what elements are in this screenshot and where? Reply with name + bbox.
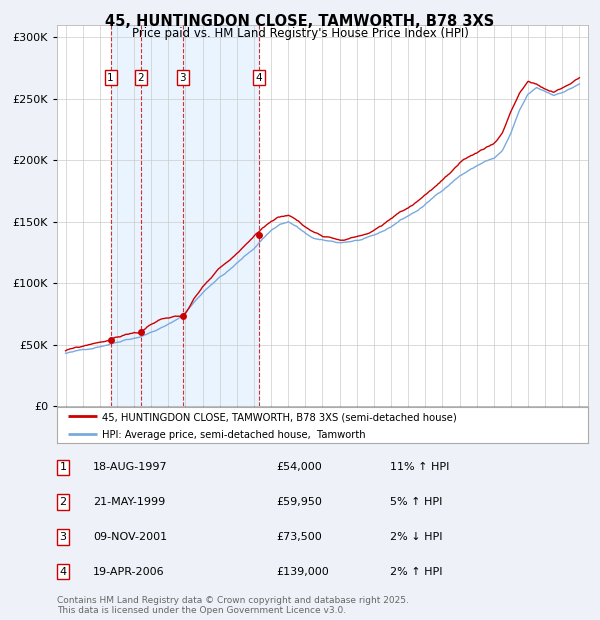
Text: 1: 1 (107, 73, 114, 82)
Text: 09-NOV-2001: 09-NOV-2001 (93, 532, 167, 542)
Text: 4: 4 (59, 567, 67, 577)
Text: HPI: Average price, semi-detached house,  Tamworth: HPI: Average price, semi-detached house,… (102, 430, 366, 440)
Text: 3: 3 (59, 532, 67, 542)
Text: 2: 2 (137, 73, 144, 82)
Text: 45, HUNTINGDON CLOSE, TAMWORTH, B78 3XS (semi-detached house): 45, HUNTINGDON CLOSE, TAMWORTH, B78 3XS … (102, 412, 457, 422)
Text: 45, HUNTINGDON CLOSE, TAMWORTH, B78 3XS: 45, HUNTINGDON CLOSE, TAMWORTH, B78 3XS (106, 14, 494, 29)
Text: £59,950: £59,950 (276, 497, 322, 507)
Text: 5% ↑ HPI: 5% ↑ HPI (390, 497, 442, 507)
Text: £73,500: £73,500 (276, 532, 322, 542)
Text: 2: 2 (59, 497, 67, 507)
Bar (110, 25, 259, 406)
Text: £139,000: £139,000 (276, 567, 329, 577)
Text: 18-AUG-1997: 18-AUG-1997 (93, 463, 167, 472)
Text: 1: 1 (59, 463, 67, 472)
Text: 19-APR-2006: 19-APR-2006 (93, 567, 164, 577)
Text: 11% ↑ HPI: 11% ↑ HPI (390, 463, 449, 472)
Text: 2% ↑ HPI: 2% ↑ HPI (390, 567, 443, 577)
Text: 3: 3 (179, 73, 186, 82)
Text: 21-MAY-1999: 21-MAY-1999 (93, 497, 165, 507)
Text: Price paid vs. HM Land Registry's House Price Index (HPI): Price paid vs. HM Land Registry's House … (131, 27, 469, 40)
Text: £54,000: £54,000 (276, 463, 322, 472)
Text: 4: 4 (256, 73, 262, 82)
Text: 2% ↓ HPI: 2% ↓ HPI (390, 532, 443, 542)
Text: Contains HM Land Registry data © Crown copyright and database right 2025.
This d: Contains HM Land Registry data © Crown c… (57, 596, 409, 615)
